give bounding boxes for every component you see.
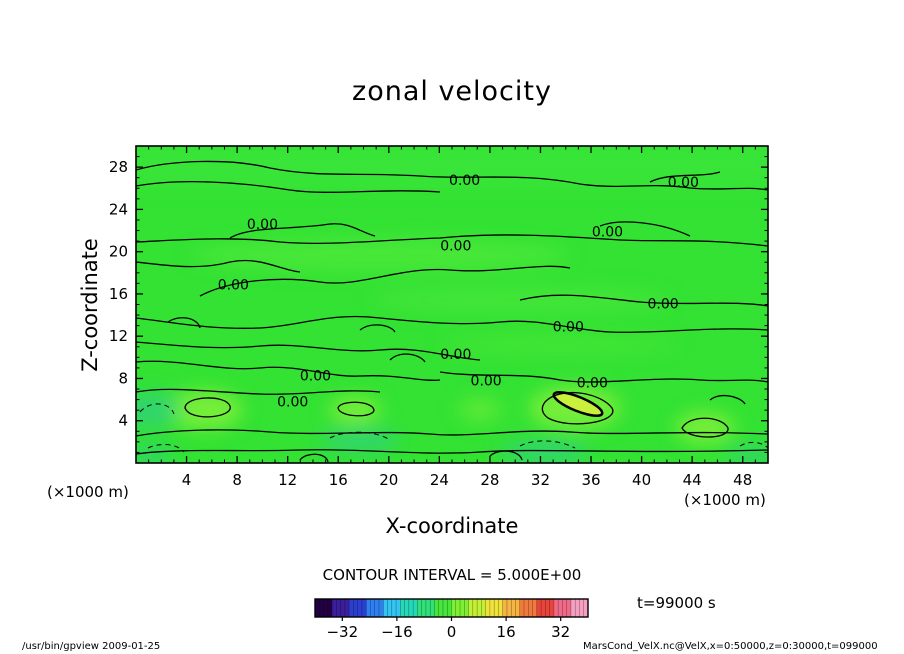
time-label: t=99000 s: [637, 594, 716, 612]
x-tick-label: 8: [232, 471, 242, 489]
contour-interval-label: CONTOUR INTERVAL = 5.000E+00: [322, 566, 582, 584]
contour-label: 0.00: [277, 395, 308, 411]
positive-core: [552, 391, 604, 417]
x-tick-label: 12: [278, 471, 297, 489]
x-tick-label: 28: [480, 471, 499, 489]
x-axis-unit: (×1000 m): [684, 491, 766, 509]
y-tick-label: 4: [118, 412, 128, 430]
negative-contour-lines: [139, 403, 768, 453]
colorbar-tick-label: 16: [497, 623, 516, 641]
contour-label: 0.00: [218, 277, 249, 293]
contour-label: 0.00: [440, 347, 471, 363]
y-tick-label: 8: [118, 369, 128, 387]
colorbar-tick-label: −32: [326, 623, 358, 641]
x-tick-label: 24: [430, 471, 449, 489]
x-tick-label: 48: [733, 471, 752, 489]
colorbar-tick-label: −16: [381, 623, 413, 641]
colorbar-tick-label: 32: [551, 623, 570, 641]
y-tick-label: 12: [109, 327, 128, 345]
contour-label: 0.00: [592, 225, 623, 241]
y-tick-label: 20: [109, 243, 128, 261]
x-tick-label: 36: [581, 471, 600, 489]
chart-title: zonal velocity: [352, 76, 552, 107]
contour-label: 0.00: [668, 175, 699, 191]
y-tick-label: 24: [109, 200, 128, 218]
contour-label: 0.00: [471, 374, 502, 390]
footer-left: /usr/bin/gpview 2009-01-25: [22, 641, 161, 652]
contour-labels: 0.00 0.000.000.000.000.000.000.000.000.00…: [218, 173, 699, 411]
colorbar: −32 −16 0 16 32: [314, 598, 589, 641]
y-tick-label: 16: [109, 285, 128, 303]
contour-label: 0.00: [440, 238, 471, 254]
contour-label: 0.00: [553, 320, 584, 336]
contour-lines: [136, 160, 768, 463]
x-tick-label: 44: [683, 471, 702, 489]
footer-right: MarsCond_VelX.nc@VelX,x=0:50000,z=0:3000…: [583, 641, 878, 652]
x-tick-label: 16: [329, 471, 348, 489]
y-axis-label: Z-coordinate: [78, 238, 102, 372]
contour-label: 0.00: [300, 368, 331, 384]
contour-label: 0.00: [577, 376, 608, 392]
contour-label: 0.00: [648, 296, 679, 312]
contour-label: 0.00: [449, 173, 480, 189]
contour-label: 0.00: [247, 217, 278, 233]
x-tick-label: 40: [632, 471, 651, 489]
x-tick-label: 4: [182, 471, 192, 489]
x-tick-label: 20: [379, 471, 398, 489]
y-axis-unit: (×1000 m): [47, 483, 129, 501]
y-axis: 4 8 12 16 20 24 28: [109, 156, 768, 453]
colorbar-tick-label: 0: [447, 623, 457, 641]
x-tick-label: 32: [531, 471, 550, 489]
x-axis: 4 8 12 16 20 24 28 32 36 40 44 48: [148, 146, 756, 489]
x-axis-label: X-coordinate: [385, 514, 519, 538]
y-tick-label: 28: [109, 158, 128, 176]
